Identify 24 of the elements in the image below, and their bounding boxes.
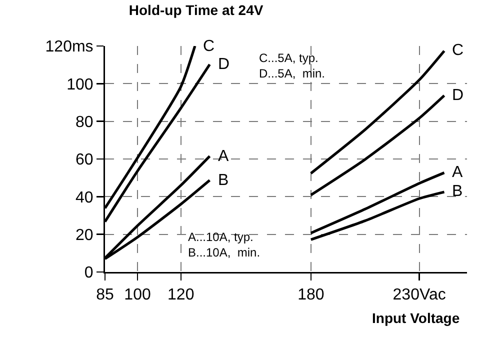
y-tick-label: 120ms [45,38,94,56]
x-tick-label: 230Vac [392,286,446,304]
text: C [203,38,215,55]
x-tick-label: 85 [96,286,114,304]
y-tick-label: 0 [84,264,94,282]
series-label: B [452,183,463,200]
annotation: C...5A, typ. D...5A, min. [259,51,326,81]
y-tick-label: 40 [76,189,94,206]
x-tick-label: 120 [168,286,194,304]
x-tick-label: 180 [298,286,324,304]
x-axis-title: Input Voltage [372,310,460,326]
text: A [218,148,229,165]
series-label: A [452,164,463,181]
y-tick-label: 100 [66,76,94,94]
text: D [218,56,230,73]
y-tick-label: 80 [76,114,94,131]
x-tick-label: 100 [124,286,151,304]
y-tick-label: 20 [76,226,94,244]
annotation: A...10A, typ. B...10A, min. [188,230,260,260]
chart-title: Hold-up Time at 24V [128,2,264,18]
series-label: D [452,87,464,104]
text: B [218,172,229,189]
series-label: C [452,42,464,59]
y-tick-label: 60 [76,152,94,169]
